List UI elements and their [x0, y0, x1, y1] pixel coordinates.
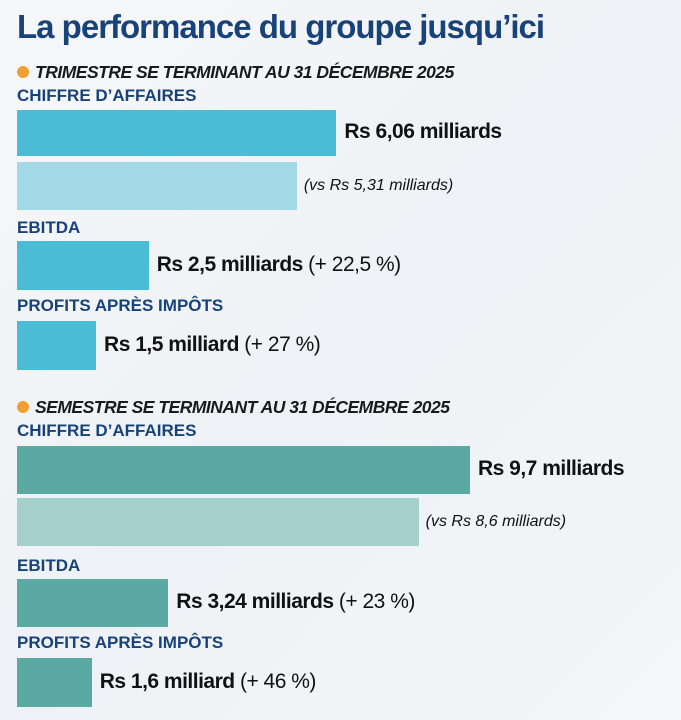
value-text: Rs 6,06 milliards: [344, 120, 502, 143]
value-text: Rs 9,7 milliards: [477, 457, 625, 480]
bar-current: [17, 321, 97, 370]
metric-label: EBITDA: [17, 556, 81, 575]
value-label: Rs 6,06 milliards: [344, 120, 502, 144]
value-label: Rs 3,24 milliards (+ 23 %): [176, 590, 415, 614]
chart-title: La performance du groupe jusqu’ici: [17, 8, 545, 45]
value-text: Rs 2,5 milliards: [156, 252, 304, 276]
value-label: Rs 1,5 milliard (+ 27 %): [104, 332, 321, 357]
value-label: Rs 2,5 milliards (+ 22,5 %): [157, 253, 401, 277]
bar-previous: [17, 162, 297, 210]
previous-label: (vs Rs 5,31 milliards): [303, 177, 454, 194]
metric-label: PROFITS APRÈS IMPÔTS: [17, 296, 224, 315]
metric-label: CHIFFRE D’AFFAIRES: [17, 421, 197, 440]
bar-current: [17, 658, 92, 707]
change-label: (+ 22,5 %): [308, 252, 401, 276]
change-label: (+ 27 %): [244, 332, 321, 356]
section-header-text: SEMESTRE SE TERMINANT AU 31 DÉCEMBRE 202…: [35, 397, 450, 417]
bullet-icon: [17, 401, 29, 413]
bullet-icon: [17, 66, 29, 78]
change-label: (+ 46 %): [239, 669, 316, 693]
value-label: Rs 1,6 milliard (+ 46 %): [99, 669, 317, 694]
bar-previous: [17, 498, 419, 546]
metric-label: CHIFFRE D’AFFAIRES: [17, 86, 197, 105]
value-label: Rs 9,7 milliards: [477, 457, 625, 481]
previous-label: (vs Rs 8,6 milliards): [425, 513, 567, 530]
metric-label: EBITDA: [17, 218, 81, 237]
section-header: TRIMESTRE SE TERMINANT AU 31 DÉCEMBRE 20…: [17, 62, 454, 83]
bar-current: [17, 241, 149, 290]
section-header-text: TRIMESTRE SE TERMINANT AU 31 DÉCEMBRE 20…: [35, 62, 454, 82]
section-header: SEMESTRE SE TERMINANT AU 31 DÉCEMBRE 202…: [17, 397, 450, 418]
value-text: Rs 1,5 milliard: [104, 332, 239, 356]
bar-current: [17, 110, 337, 156]
bar-current: [17, 579, 169, 627]
bar-current: [17, 446, 470, 494]
value-text: Rs 1,6 milliard: [99, 669, 235, 693]
change-label: (+ 23 %): [338, 590, 415, 613]
value-text: Rs 3,24 milliards: [176, 590, 334, 613]
metric-label: PROFITS APRÈS IMPÔTS: [17, 633, 224, 652]
